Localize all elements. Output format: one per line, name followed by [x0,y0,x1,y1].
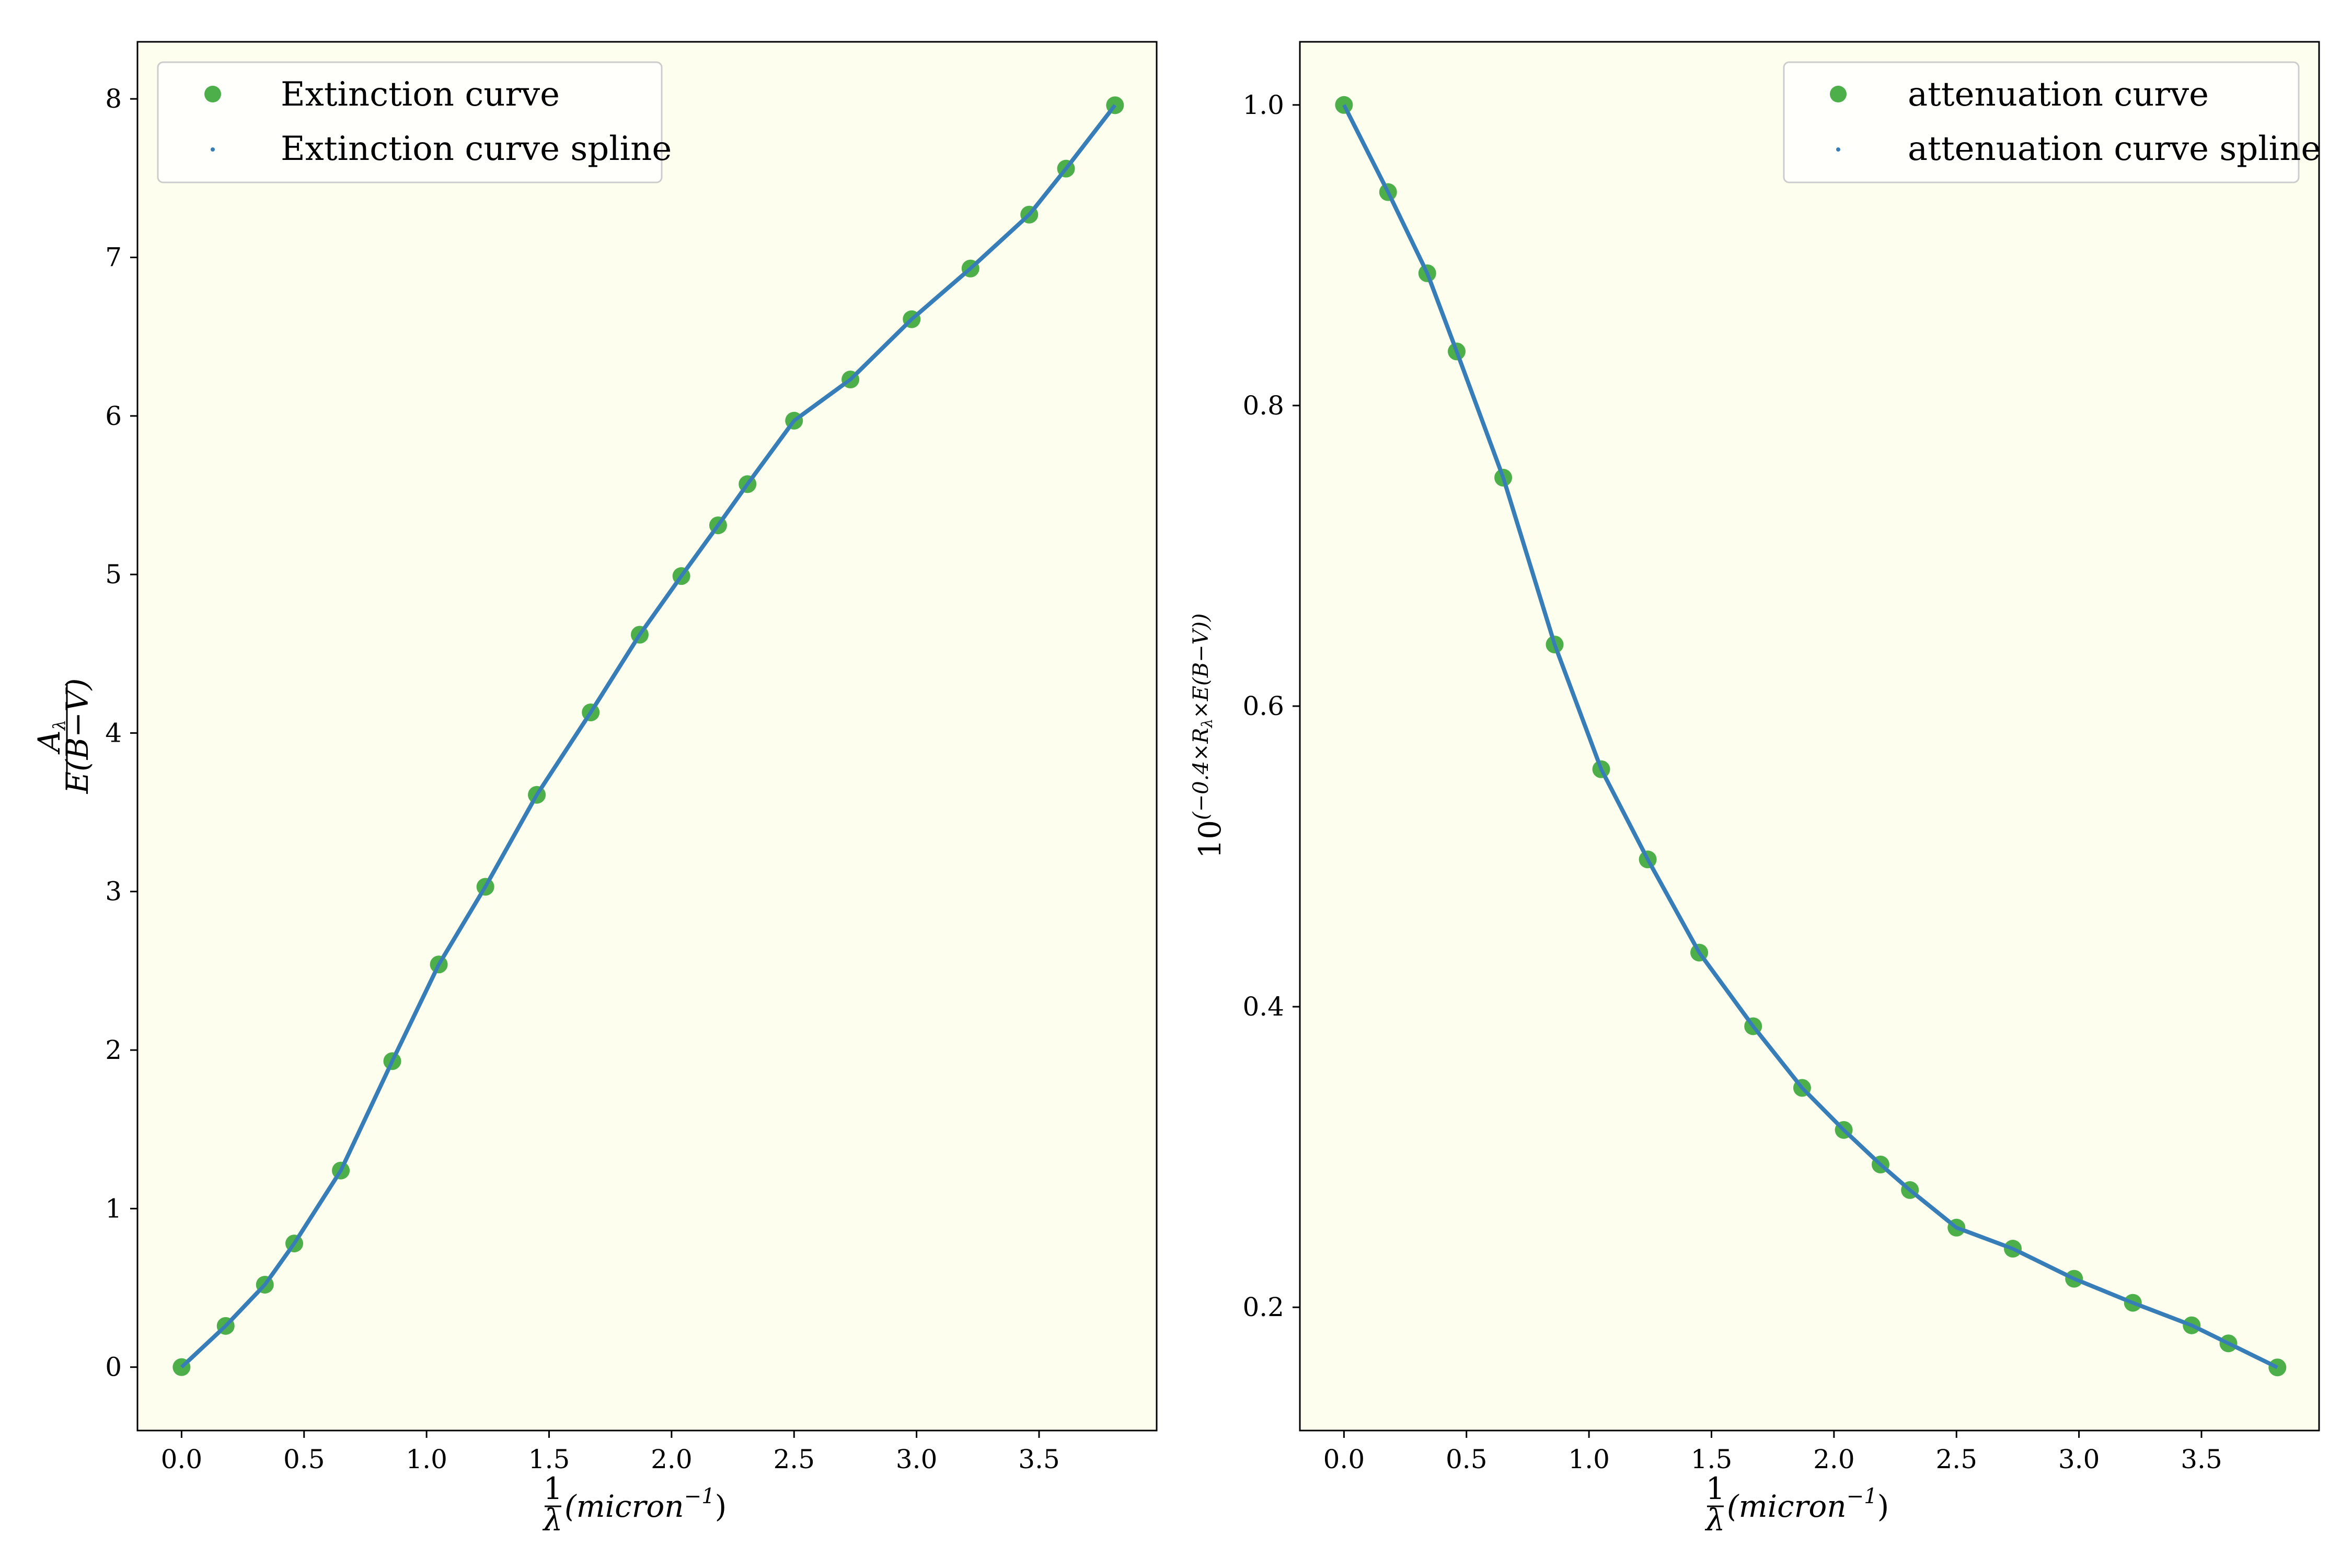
tick-group-left: 0.0 0.5 1.0 1.5 2.0 2.5 3.0 3.5 0 1 2 3 4 5 6 7 8 [105,84,1060,1474]
y-tick-label: 3 [105,877,122,907]
legend-left: Extinction curve Extinction curve spline [157,61,672,183]
x-label-close: ) [1877,1489,1889,1524]
y-tick-label: 0.4 [1242,991,1284,1022]
x-tick-label: 1.0 [1568,1444,1610,1474]
x-tick-label: 2.5 [1935,1444,1977,1474]
x-tick-label: 0.0 [161,1444,203,1474]
x-label-main: (micron [1727,1489,1847,1524]
y-tick-label: 0.2 [1242,1292,1284,1322]
x-label-frac-num: 1 [1706,1471,1725,1506]
y-tick-label: 4 [105,718,122,748]
y-tick-label: 8 [105,84,122,114]
tick-group-right: 0.0 0.5 1.0 1.5 2.0 2.5 3.0 3.5 0.2 0.4 0.6 0.8 1.0 [1242,90,2222,1474]
extinction-chart: 0.0 0.5 1.0 1.5 2.0 2.5 3.0 3.5 0 1 2 3 4 5 6 7 8 1 λ (m… [31,41,1158,1538]
y-tick-label: 0.6 [1242,691,1284,721]
y-tick-label: 6 [105,401,122,431]
y-tick-label: 0.8 [1242,390,1284,421]
y-tick-label: 1 [105,1193,122,1224]
y-label-den: E(B−V) [60,678,95,794]
x-label-close: ) [715,1489,727,1524]
x-tick-label: 2.0 [1813,1444,1855,1474]
x-label-text: (micron−1) [1727,1484,1889,1524]
attenuation-chart: 0.0 0.5 1.0 1.5 2.0 2.5 3.0 3.50.20.40.60.81.0 … [1189,41,2321,1538]
x-tick-label: 2.5 [773,1444,815,1474]
x-label-text: (micron−1) [564,1484,727,1524]
x-axis-label-right: 1 λ (micron−1) [1705,1471,1889,1538]
x-tick-label: 1.5 [1691,1444,1733,1474]
y-tick-label: 2 [105,1035,122,1065]
legend-label-attenuation-spline: attenuation curve spline [1908,130,2321,168]
legend-marker-attenuation-spline [1836,147,1840,152]
data-marks-left [172,96,1124,1376]
y-tick-label: 7 [105,243,122,273]
plot-frame-left [136,41,1158,1432]
legend-marker-extinction [204,86,221,102]
x-tick-label: 1.5 [528,1444,570,1474]
data-point [2268,1358,2287,1377]
x-label-frac-den: λ [1705,1502,1725,1538]
x-label-frac-den: λ [543,1502,563,1538]
x-label-frac-num: 1 [544,1471,563,1506]
x-tick-label: 3.0 [2058,1444,2100,1474]
legend-frame-left [157,61,663,183]
y-label-exp-sub: λ [1198,719,1216,729]
legend-label-attenuation: attenuation curve [1908,75,2209,114]
series-line-overlay [1342,104,2278,1369]
y-tick-label: 5 [105,559,122,590]
legend-label-extinction-spline: Extinction curve spline [281,130,672,168]
x-tick-label: 2.0 [651,1444,693,1474]
legend-frame-right [1783,61,2300,183]
y-axis-label-left: Aλ E(B−V) [31,678,95,794]
data-marks-right [1335,96,2287,1377]
x-label-sup: −1 [1847,1484,1877,1508]
y-label-num-sub: λ [49,720,69,731]
y-axis-label-right: 10(−0.4×Rλ×E(B−V)) [1189,613,1228,858]
x-label-main: (micron [564,1489,684,1524]
y-label-num-main: A [31,730,67,755]
x-label-sup: −1 [684,1484,715,1508]
legend-label-extinction: Extinction curve [281,75,560,114]
x-tick-label: 0.5 [1446,1444,1488,1474]
plot-frame-right [1299,41,2320,1432]
legend-right: attenuation curve attenuation curve spli… [1783,61,2321,183]
x-tick-label: 3.5 [1018,1444,1060,1474]
x-tick-label: 1.0 [406,1444,447,1474]
x-tick-label: 3.5 [2181,1444,2222,1474]
series-line-overlay [180,104,1117,1369]
legend-marker-extinction-spline [211,147,215,152]
y-label-power: 10(−0.4×Rλ×E(B−V)) [1189,613,1228,858]
x-axis-label-left: 1 λ (micron−1) [543,1471,727,1538]
y-tick-label: 0 [105,1352,122,1382]
y-label-num: Aλ [31,720,69,755]
x-tick-label: 3.0 [896,1444,938,1474]
data-point [1335,96,1353,114]
plot-area-right [1300,42,2319,1431]
y-label-exp: (−0.4×R [1189,728,1213,820]
y-tick-label: 1.0 [1242,90,1284,120]
y-label-exp-rest: ×E(B−V)) [1189,613,1213,718]
legend-marker-attenuation [1830,86,1847,102]
y-label-base: 10 [1192,820,1228,859]
plot-area-left [137,42,1157,1431]
x-tick-label: 0.0 [1323,1444,1365,1474]
x-tick-label: 0.5 [283,1444,325,1474]
